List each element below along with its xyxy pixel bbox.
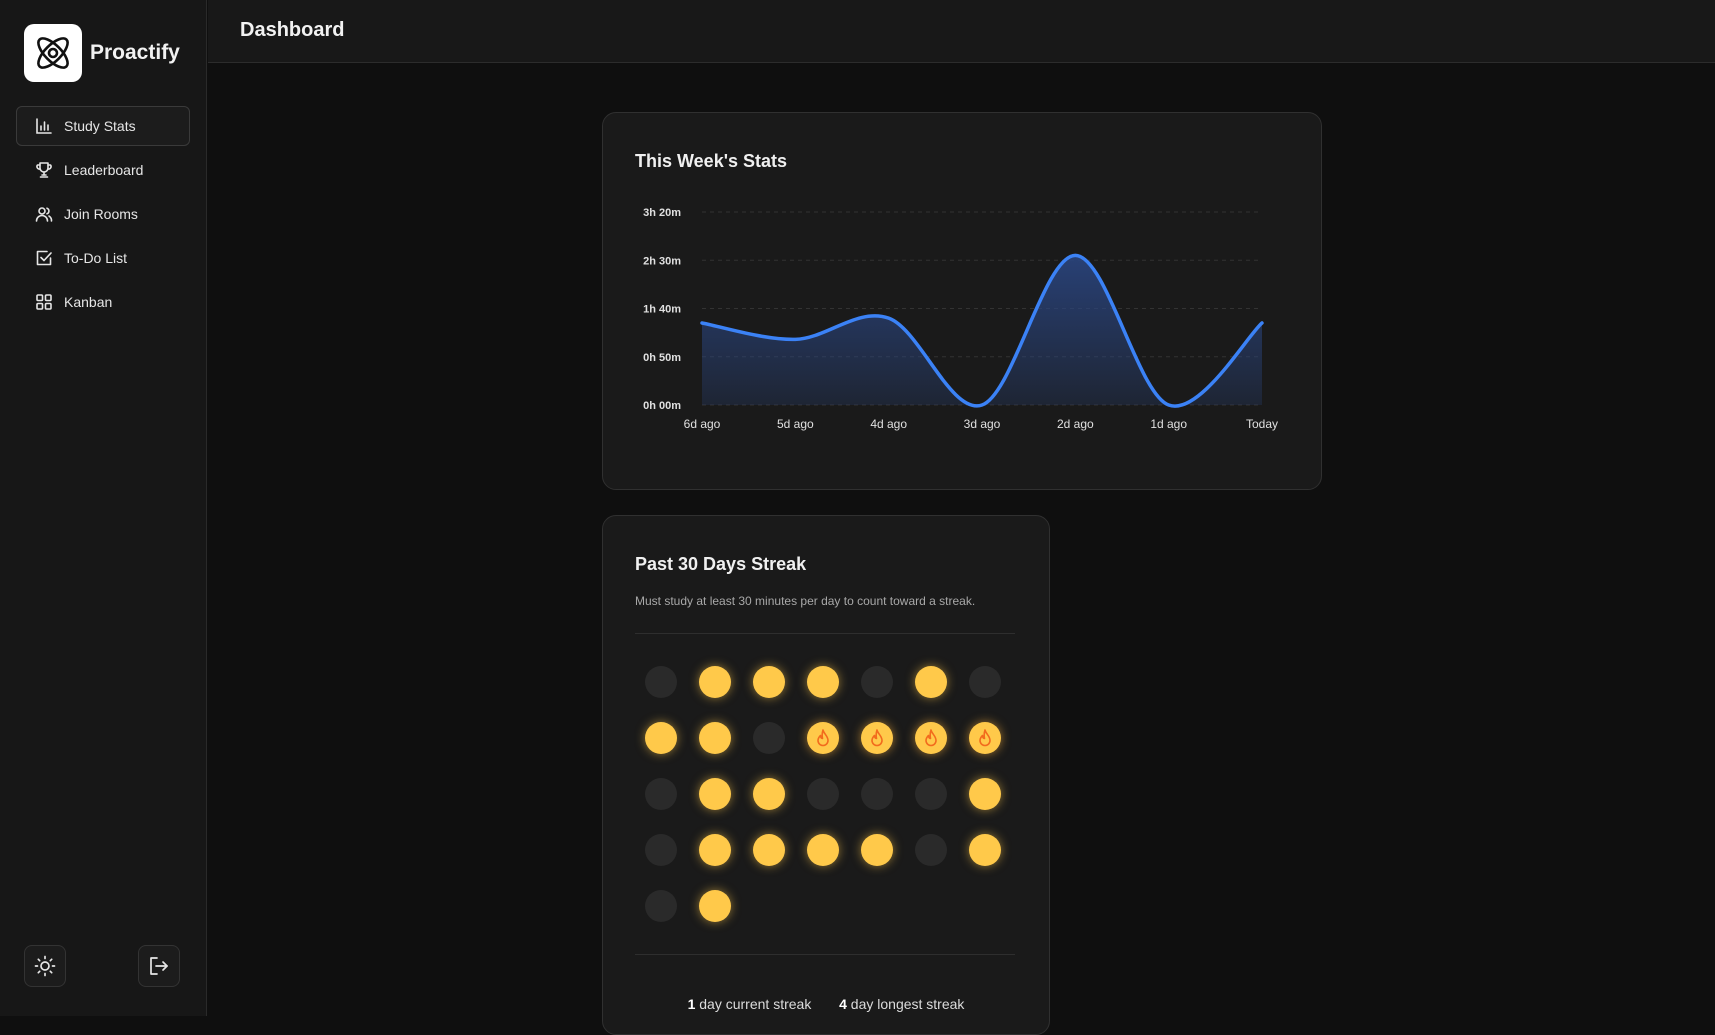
sidebar-item-todo-list[interactable]: To-Do List (16, 238, 190, 278)
streak-day-active (753, 666, 785, 698)
logo[interactable]: Proactify (24, 24, 180, 82)
y-tick-label: 3h 20m (643, 207, 681, 219)
streak-day-active (699, 834, 731, 866)
streak-day-inactive (645, 834, 677, 866)
y-tick-label: 0h 00m (643, 400, 681, 412)
x-tick-label: Today (1246, 417, 1278, 431)
streak-day-active (861, 834, 893, 866)
streak-day-active (753, 778, 785, 810)
streak-day-inactive (645, 666, 677, 698)
streak-day-inactive (645, 890, 677, 922)
divider (635, 954, 1015, 955)
sidebar-item-leaderboard[interactable]: Leaderboard (16, 150, 190, 190)
streak-day-active (699, 778, 731, 810)
current-streak-value: 1 (688, 996, 696, 1012)
sidebar-item-label: Join Rooms (64, 206, 138, 222)
streak-day-fire (969, 722, 1001, 754)
streak-day-inactive (861, 778, 893, 810)
area-fill (702, 255, 1262, 406)
sidebar-item-label: Study Stats (64, 118, 136, 134)
streak-day-active (753, 834, 785, 866)
app-name: Proactify (90, 41, 180, 65)
sidebar-item-join-rooms[interactable]: Join Rooms (16, 194, 190, 234)
streak-day-inactive (969, 666, 1001, 698)
streak-day-inactive (753, 722, 785, 754)
streak-card: Past 30 Days Streak Must study at least … (602, 515, 1050, 1035)
bar-chart-icon (35, 117, 53, 135)
streak-day-active (699, 722, 731, 754)
y-tick-label: 1h 40m (643, 304, 681, 316)
streak-day-fire (861, 722, 893, 754)
logout-button[interactable] (138, 945, 180, 987)
streak-day-inactive (645, 778, 677, 810)
flame-icon (923, 729, 939, 747)
users-icon (35, 205, 53, 223)
streak-day-active (699, 666, 731, 698)
streak-day-inactive (807, 778, 839, 810)
streak-day-active (645, 722, 677, 754)
y-tick-label: 2h 30m (643, 255, 681, 267)
x-tick-label: 3d ago (964, 417, 1001, 431)
streak-subtitle: Must study at least 30 minutes per day t… (635, 594, 975, 608)
x-tick-label: 1d ago (1150, 417, 1187, 431)
sun-icon (34, 955, 56, 977)
streak-day-active (807, 666, 839, 698)
sidebar-item-label: Kanban (64, 294, 112, 310)
sidebar-item-label: To-Do List (64, 250, 127, 266)
trophy-icon (35, 161, 53, 179)
streak-day-active (807, 834, 839, 866)
atom-logo-icon (24, 24, 82, 82)
x-tick-label: 5d ago (777, 417, 814, 431)
streak-title: Past 30 Days Streak (635, 554, 806, 575)
streak-day-active (699, 890, 731, 922)
streak-day-inactive (861, 666, 893, 698)
flame-icon (869, 729, 885, 747)
x-tick-label: 6d ago (684, 417, 721, 431)
top-bar: Dashboard (208, 0, 1715, 63)
sidebar-item-label: Leaderboard (64, 162, 143, 178)
streak-summary: 1 day current streak 4 day longest strea… (603, 996, 1049, 1012)
sidebar-nav: Study Stats Leaderboard Join Rooms To-Do… (16, 106, 190, 326)
flame-icon (977, 729, 993, 747)
streak-day-fire (807, 722, 839, 754)
flame-icon (815, 729, 831, 747)
x-tick-label: 2d ago (1057, 417, 1094, 431)
sidebar-item-kanban[interactable]: Kanban (16, 282, 190, 322)
current-streak-label: day current streak (699, 996, 811, 1012)
grid-icon (35, 293, 53, 311)
streak-day-inactive (915, 778, 947, 810)
streak-day-inactive (915, 834, 947, 866)
sidebar-item-study-stats[interactable]: Study Stats (16, 106, 190, 146)
y-tick-label: 0h 50m (643, 352, 681, 364)
x-tick-label: 4d ago (870, 417, 907, 431)
logout-icon (148, 955, 170, 977)
checkbox-icon (35, 249, 53, 267)
page-title: Dashboard (240, 19, 344, 42)
streak-day-active (969, 778, 1001, 810)
divider (635, 633, 1015, 634)
streak-day-fire (915, 722, 947, 754)
theme-toggle-button[interactable] (24, 945, 66, 987)
streak-day-active (969, 834, 1001, 866)
longest-streak-label: day longest streak (851, 996, 965, 1012)
streak-day-active (915, 666, 947, 698)
longest-streak-value: 4 (839, 996, 847, 1012)
sidebar: Proactify Study Stats Leaderboard Join R… (0, 0, 207, 1016)
